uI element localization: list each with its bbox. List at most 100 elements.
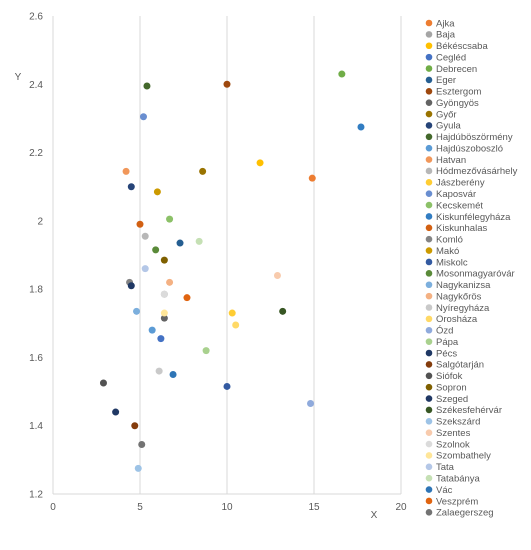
legend-marker (425, 201, 433, 209)
legend-marker (425, 349, 433, 357)
data-point (155, 367, 163, 375)
legend: AjkaBajaBékéscsabaCeglédDebrecenEgerEszt… (425, 18, 518, 519)
data-point (232, 321, 240, 329)
legend-marker (425, 156, 433, 163)
data-point (160, 290, 168, 298)
legend-marker (425, 509, 433, 516)
data-point (166, 278, 174, 286)
y-tick-label: 1.6 (29, 353, 43, 364)
data-point (256, 159, 264, 167)
legend-marker (425, 361, 433, 368)
data-point (112, 408, 120, 416)
legend-entry: Gyula (436, 121, 462, 132)
data-point (138, 440, 146, 448)
legend-entry: Ajka (436, 18, 455, 29)
legend-marker (425, 418, 433, 425)
legend-entry: Eger (436, 75, 456, 86)
legend-entry: Zalaegerszeg (436, 508, 494, 519)
legend-entry: Székesfehérvár (436, 405, 502, 416)
legend-entry: Makó (436, 246, 459, 257)
legend-entry: Szekszárd (436, 417, 480, 428)
data-point (357, 123, 365, 131)
legend-entry: Veszprém (436, 496, 478, 507)
legend-entry: Szombathely (436, 451, 491, 462)
legend-entry: Kecskemét (436, 200, 483, 211)
legend-entry: Hatvan (436, 155, 466, 166)
legend-marker (425, 31, 433, 38)
x-axis: 0 5 10 15 20 (50, 493, 407, 513)
data-point (166, 215, 174, 223)
legend-marker (425, 372, 433, 380)
legend-entry: Vác (436, 485, 453, 496)
legend-marker (425, 42, 433, 50)
legend-marker (425, 326, 433, 334)
x-axis-label: X (371, 510, 378, 521)
legend-entry: Orosháza (436, 314, 478, 325)
legend-marker (425, 383, 433, 391)
data-point (131, 422, 139, 430)
legend-entry: Komló (436, 235, 463, 246)
y-tick-label: 1.4 (29, 421, 43, 432)
y-tick-label: 1.8 (29, 285, 43, 296)
legend-entry: Szentes (436, 428, 471, 439)
legend-marker (425, 406, 433, 414)
legend-entry: Hajdúböszörmény (436, 132, 513, 143)
data-point (223, 382, 231, 390)
y-tick-label: 2.2 (29, 148, 43, 159)
data-point (160, 314, 168, 322)
y-tick-label: 2.6 (29, 12, 43, 23)
legend-entry: Nagykanizsa (436, 280, 491, 291)
legend-marker (425, 486, 433, 493)
legend-marker (425, 99, 433, 106)
legend-entry: Kaposvár (436, 189, 476, 200)
legend-marker (425, 429, 433, 436)
legend-entry: Tata (436, 462, 455, 473)
legend-marker (425, 122, 433, 129)
data-point (307, 400, 315, 408)
legend-marker (425, 133, 433, 141)
legend-entry: Jászberény (436, 178, 485, 189)
legend-entry: Szeged (436, 394, 468, 405)
data-point (195, 237, 203, 245)
legend-entry: Szolnok (436, 439, 470, 450)
data-point (143, 82, 151, 90)
legend-entry: Gyöngyös (436, 98, 479, 109)
data-point (183, 294, 191, 302)
legend-marker (425, 110, 433, 118)
legend-marker (425, 304, 433, 311)
data-point (141, 232, 149, 240)
legend-entry: Győr (436, 109, 457, 120)
data-point (160, 309, 168, 317)
legend-marker (425, 497, 433, 505)
legend-marker (425, 53, 433, 61)
legend-entry: Tatabánya (436, 474, 481, 485)
legend-entry: Pécs (436, 348, 457, 359)
legend-marker (425, 474, 433, 482)
legend-marker (425, 190, 433, 197)
data-point (228, 309, 236, 317)
legend-marker (425, 224, 433, 232)
data-point (153, 188, 161, 196)
data-point (338, 70, 346, 78)
legend-entry: Kiskunfélegyháza (436, 212, 511, 223)
legend-entry: Hódmezővásárhely (436, 166, 518, 177)
legend-marker (425, 440, 433, 448)
data-point (133, 307, 141, 315)
legend-entry: Debrecen (436, 64, 477, 75)
legend-marker (425, 235, 433, 243)
legend-marker (425, 87, 433, 95)
legend-entry: Esztergom (436, 87, 481, 98)
legend-entry: Miskolc (436, 257, 468, 268)
data-point (152, 246, 160, 254)
legend-entry: Baja (436, 30, 456, 41)
x-tick-label: 0 (50, 502, 56, 513)
data-point (141, 265, 149, 273)
legend-marker (425, 144, 433, 152)
x-tick-label: 15 (308, 502, 320, 513)
legend-entry: Ózd (436, 326, 453, 337)
data-point (308, 174, 316, 182)
legend-marker (425, 247, 433, 254)
legend-entry: Nyíregyháza (436, 303, 490, 314)
data-point (127, 282, 135, 290)
